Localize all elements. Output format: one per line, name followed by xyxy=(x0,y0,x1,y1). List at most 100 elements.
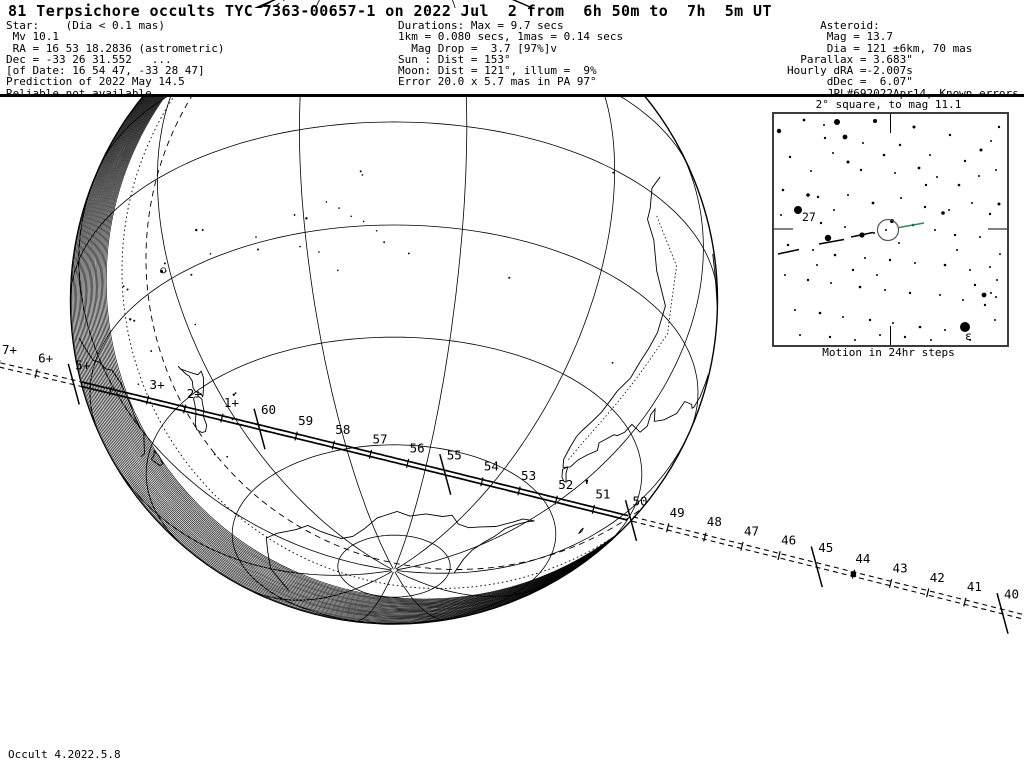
star-dot xyxy=(816,195,820,199)
star-dot xyxy=(923,205,927,209)
path-minute-label: 52 xyxy=(558,477,573,492)
star-dot xyxy=(828,335,832,339)
path-minute-label: 45 xyxy=(818,540,833,555)
coastlines xyxy=(78,170,718,591)
star-dot xyxy=(776,128,782,134)
star-dot xyxy=(960,322,970,332)
star-dot xyxy=(948,133,952,137)
path-minute-label: 42 xyxy=(930,570,945,585)
path-minute-label: 57 xyxy=(372,431,387,446)
star-dot xyxy=(833,253,837,257)
path-minute-label: 53 xyxy=(521,468,536,483)
asteroid-trail-segment xyxy=(850,231,874,238)
path-minute-label: 51 xyxy=(595,486,610,501)
star-dot xyxy=(876,274,878,276)
star-dot xyxy=(868,318,872,322)
star-dot xyxy=(941,211,945,215)
star-dot xyxy=(997,202,1001,206)
inset-star-label: 27 xyxy=(802,210,816,224)
star-dot xyxy=(944,329,946,331)
path-minute-label: 2+ xyxy=(187,386,202,401)
star-dot xyxy=(924,183,928,187)
star-dot xyxy=(854,339,856,341)
path-minute-label: 5+ xyxy=(75,357,90,372)
star-dot xyxy=(844,226,846,228)
star-dot xyxy=(842,134,848,140)
star-dot xyxy=(810,170,812,172)
star-dot xyxy=(994,319,996,321)
star-dot xyxy=(908,291,912,295)
star-dot xyxy=(914,262,916,264)
star-dot xyxy=(995,296,997,298)
star-dot xyxy=(969,269,971,271)
inset-caption: Motion in 24hr steps xyxy=(822,346,955,359)
occultation-path xyxy=(0,362,1024,620)
star-chart-inset: 27 ε xyxy=(772,112,1009,347)
path-minute-label: 46 xyxy=(781,533,796,548)
star-dot xyxy=(981,292,987,298)
star-dot xyxy=(884,289,886,291)
star-dot xyxy=(847,194,849,196)
star-dot xyxy=(882,153,886,157)
star-dot xyxy=(873,119,877,123)
limb-shading xyxy=(70,0,718,624)
star-dot xyxy=(997,125,1001,129)
star-dot xyxy=(879,334,881,336)
star-dot xyxy=(830,282,832,284)
star-dot xyxy=(979,236,981,238)
star-dot xyxy=(786,243,790,247)
star-dot xyxy=(784,274,786,276)
star-dot xyxy=(833,209,835,211)
asteroid-motion-line xyxy=(898,222,925,229)
path-minute-label: 7+ xyxy=(2,342,17,357)
star-dot xyxy=(862,142,864,144)
header-separator-line xyxy=(0,94,1024,97)
path-minute-label: 40 xyxy=(1004,586,1019,601)
star-dot xyxy=(912,125,916,129)
path-minute-label: 59 xyxy=(298,413,313,428)
star-dot xyxy=(885,229,887,231)
star-dot xyxy=(979,148,983,152)
star-dot xyxy=(894,172,896,174)
star-dot xyxy=(917,166,921,170)
durations-info-block: Durations: Max = 9.7 secs 1km = 0.080 se… xyxy=(398,19,624,89)
star-dot xyxy=(969,339,971,341)
star-dot xyxy=(956,249,958,251)
star-dot xyxy=(989,266,991,268)
globe-limb xyxy=(69,0,719,625)
star-dot xyxy=(806,278,810,282)
star-dot xyxy=(873,232,875,234)
star-dot xyxy=(999,253,1001,255)
star-dot xyxy=(900,197,902,199)
path-minute-label: 56 xyxy=(410,440,425,455)
asteroid-trail-segment xyxy=(777,248,800,255)
star-chart: 27 ε xyxy=(774,114,1007,345)
path-minute-label: 47 xyxy=(744,523,759,538)
star-dot xyxy=(995,169,997,171)
star-dot xyxy=(818,311,822,315)
star-dot xyxy=(929,154,931,156)
star-dot xyxy=(903,335,907,339)
inset-title: 2° square, to mag 11.1 xyxy=(815,98,962,111)
star-dot xyxy=(898,242,900,244)
path-minute-label: 50 xyxy=(633,494,648,509)
path-minute-label: 41 xyxy=(967,579,982,594)
star-dot xyxy=(978,175,980,177)
path-minute-label: 49 xyxy=(670,505,685,520)
star-dot xyxy=(943,263,947,267)
star-dot xyxy=(892,322,894,324)
path-minute-label: 44 xyxy=(855,551,870,566)
path-minute-label: 60 xyxy=(261,402,276,417)
path-minute-ticks: 40 41 42 43 44 45 46 47 48 49 50 51 52 53 54 55 56 57 58 59… xyxy=(0,342,1019,634)
path-minute-label: 1+ xyxy=(224,395,239,410)
star-dot xyxy=(799,334,801,336)
star-dot xyxy=(823,136,827,140)
star-dot xyxy=(858,285,862,289)
star-dot xyxy=(816,264,818,266)
star-dot xyxy=(794,309,796,311)
star-dot xyxy=(983,303,987,307)
star-dot xyxy=(824,234,832,242)
star-dot xyxy=(939,294,941,296)
header-mask xyxy=(0,8,1024,97)
